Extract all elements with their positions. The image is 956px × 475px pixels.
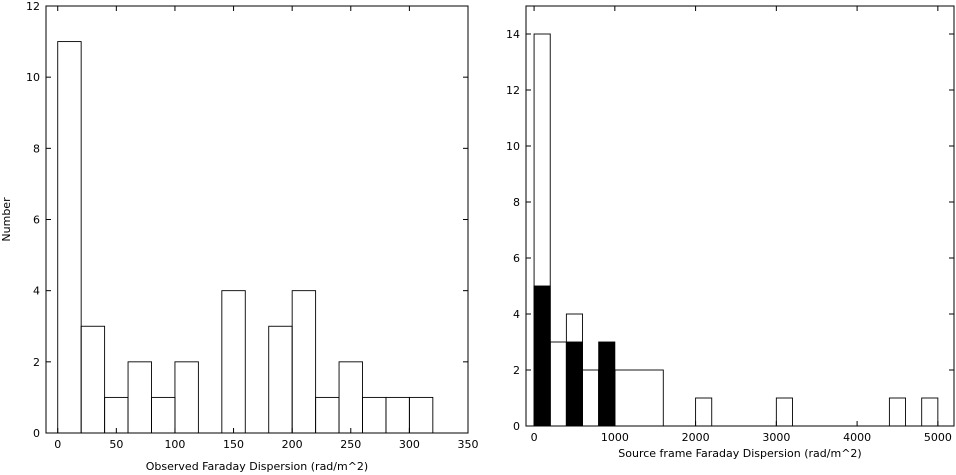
x-tick-label: 3000 xyxy=(762,431,790,444)
histogram-bar xyxy=(533,285,551,427)
x-axis-label: Observed Faraday Dispersion (rad/m^2) xyxy=(146,460,368,473)
histogram-bar xyxy=(408,396,434,434)
x-axis-label: Source frame Faraday Dispersion (rad/m^2… xyxy=(618,447,861,460)
histogram-bar xyxy=(598,341,616,427)
histogram-bar xyxy=(104,396,129,434)
y-tick-label: 2 xyxy=(513,364,520,377)
y-tick-label: 10 xyxy=(506,140,520,153)
histogram-bar xyxy=(57,41,82,434)
histogram-bar xyxy=(614,369,664,427)
x-tick-label: 200 xyxy=(282,438,303,451)
y-tick-label: 0 xyxy=(33,427,40,440)
chart-panel-2: 0 1000 2000 3000 4000 5000 0 2 4 6 8 10 12 14 Source f… xyxy=(506,5,955,460)
x-tick-label: 0 xyxy=(531,431,538,444)
histogram-bar xyxy=(80,325,106,434)
x-tick-label: 350 xyxy=(458,438,479,451)
y-tick-label: 4 xyxy=(33,285,40,298)
y-tick-label: 2 xyxy=(33,356,40,369)
x-tick-label: 5000 xyxy=(924,431,952,444)
histogram-bar xyxy=(174,361,199,434)
plot-frame xyxy=(525,5,955,427)
plot-frame xyxy=(45,5,469,434)
histogram-bar xyxy=(291,290,317,434)
x-tick-label: 4000 xyxy=(843,431,871,444)
y-axis-label: Number xyxy=(0,197,13,242)
y-tick-label: 10 xyxy=(26,71,40,84)
x-tick-label: 150 xyxy=(223,438,244,451)
histogram-bar xyxy=(888,397,906,427)
histogram-bar xyxy=(151,396,176,434)
histogram-bar xyxy=(268,325,293,434)
x-tick-label: 2000 xyxy=(682,431,710,444)
y-tick-label: 14 xyxy=(506,28,520,41)
y-tick-label: 8 xyxy=(513,196,520,209)
histogram-bar xyxy=(338,361,363,434)
x-tick-label: 250 xyxy=(340,438,361,451)
x-tick-label: 300 xyxy=(399,438,420,451)
histogram-bar xyxy=(695,397,713,427)
histogram-bar xyxy=(921,397,939,427)
y-tick-label: 12 xyxy=(506,84,520,97)
histogram-bar xyxy=(127,361,152,434)
histogram-bar xyxy=(385,396,410,434)
histogram-bar xyxy=(221,290,246,434)
y-tick-label: 4 xyxy=(513,308,520,321)
y-tick-label: 0 xyxy=(513,420,520,433)
y-tick-label: 6 xyxy=(33,214,40,227)
x-tick-label: 0 xyxy=(54,438,61,451)
y-tick-label: 8 xyxy=(33,142,40,155)
histogram-bar xyxy=(565,341,583,427)
x-tick-label: 100 xyxy=(164,438,185,451)
histogram-bar xyxy=(775,397,793,427)
histogram-bar xyxy=(549,341,567,427)
y-tick-label: 12 xyxy=(26,0,40,13)
x-tick-label: 50 xyxy=(109,438,123,451)
histogram-bar xyxy=(362,396,387,434)
histogram-bar xyxy=(582,369,600,427)
y-tick-label: 6 xyxy=(513,252,520,265)
x-tick-label: 1000 xyxy=(601,431,629,444)
chart-panel-1: 0 50 100 150 200 250 300 350 0 2 4 6 8 10 12 Observed F… xyxy=(0,0,479,473)
histogram-bar xyxy=(315,396,340,434)
